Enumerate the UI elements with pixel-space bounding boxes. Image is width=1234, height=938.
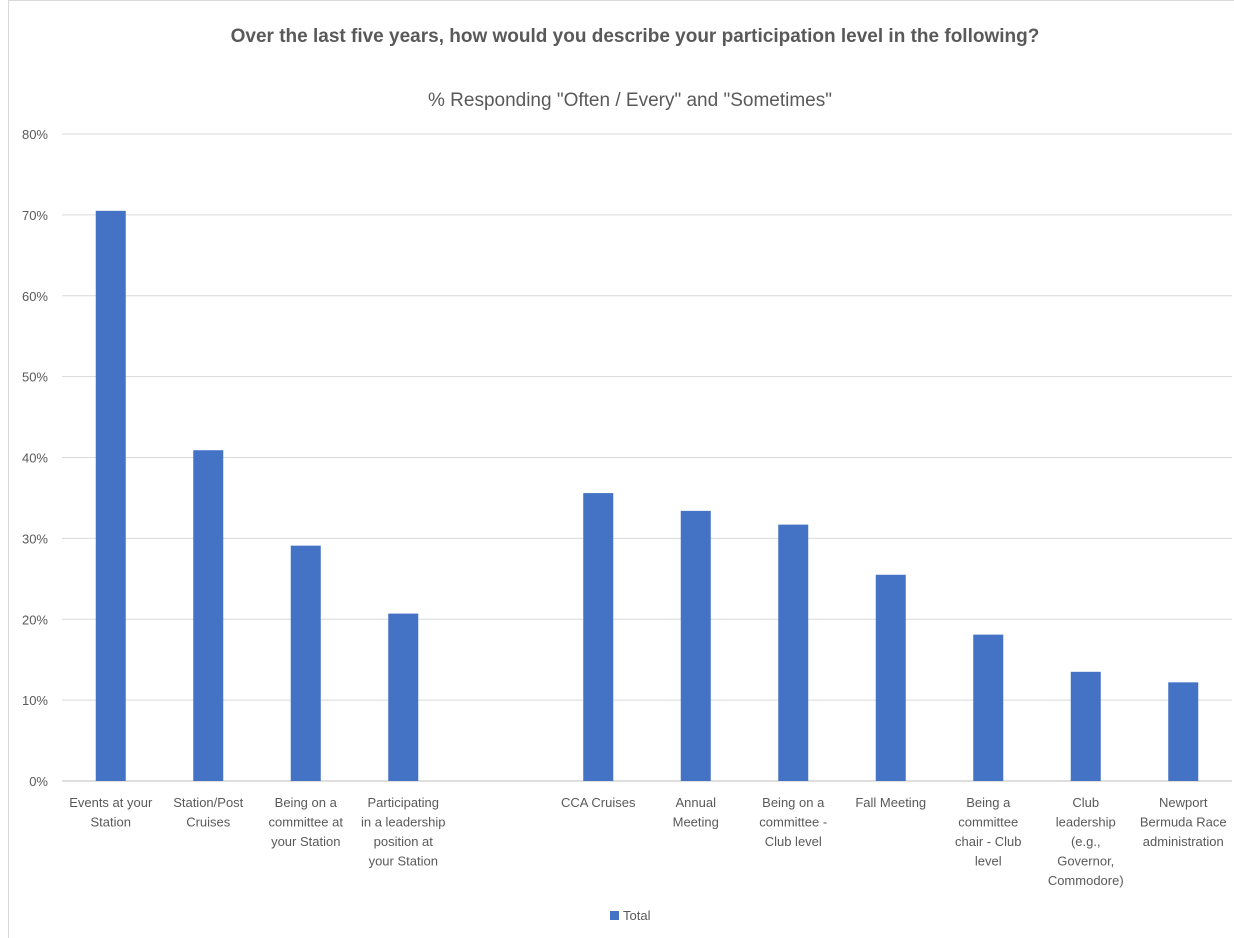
bar-10 [973, 634, 1004, 781]
x-axis-category-labels: Events at your Station Station/Post Cruises… [69, 795, 1226, 888]
y-tick-label: 20% [22, 612, 48, 627]
x-category-label: Station/Post Cruises [173, 795, 243, 830]
y-tick-label: 80% [22, 127, 48, 142]
bar-11 [1070, 671, 1101, 781]
legend-label-total: Total [623, 908, 651, 923]
y-tick-label: 30% [22, 531, 48, 546]
x-category-label: Club leadership (e.g., Governor, Commodore) [1048, 795, 1124, 888]
bar-9 [875, 574, 906, 781]
chart-title: Over the last five years, how would you … [231, 26, 1040, 47]
y-tick-label: 0% [29, 774, 48, 789]
bar-7 [680, 510, 711, 781]
x-category-label: Being on a committee -Club level [759, 795, 827, 849]
y-tick-label: 40% [22, 451, 48, 466]
x-category-label: Participating in a leadership position at y… [361, 795, 446, 869]
x-category-label: CCA Cruises [561, 795, 636, 810]
bar-2 [193, 450, 224, 781]
y-tick-label: 70% [22, 208, 48, 223]
bar-3 [290, 545, 321, 781]
legend: Total [610, 908, 651, 923]
bar-6 [583, 493, 614, 781]
bar-12 [1168, 682, 1199, 781]
y-axis-tick-labels: 0% 10% 20% 30% 40% 50% 60% 70% 80% [22, 127, 48, 789]
x-category-label: Being on a committee at your Station [269, 795, 344, 849]
bar-4 [388, 613, 419, 781]
y-tick-label: 50% [22, 370, 48, 385]
y-tick-label: 10% [22, 693, 48, 708]
x-category-label: Annual Meeting [673, 795, 719, 830]
bar-1 [95, 210, 126, 782]
chart-frame [8, 0, 1234, 938]
chart-subtitle: % Responding "Often / Every" and "Someti… [428, 90, 832, 111]
x-category-label: Fall Meeting [855, 795, 926, 810]
x-category-label: Being a committee chair - Club level [955, 795, 1021, 869]
x-category-label: Newport Bermuda Race administration [1140, 795, 1227, 849]
bar-8 [778, 524, 809, 781]
bars [95, 210, 1199, 782]
x-category-label: Events at your Station [69, 795, 153, 830]
y-tick-label: 60% [22, 289, 48, 304]
gridlines [62, 133, 1232, 782]
legend-swatch-total [610, 911, 619, 920]
